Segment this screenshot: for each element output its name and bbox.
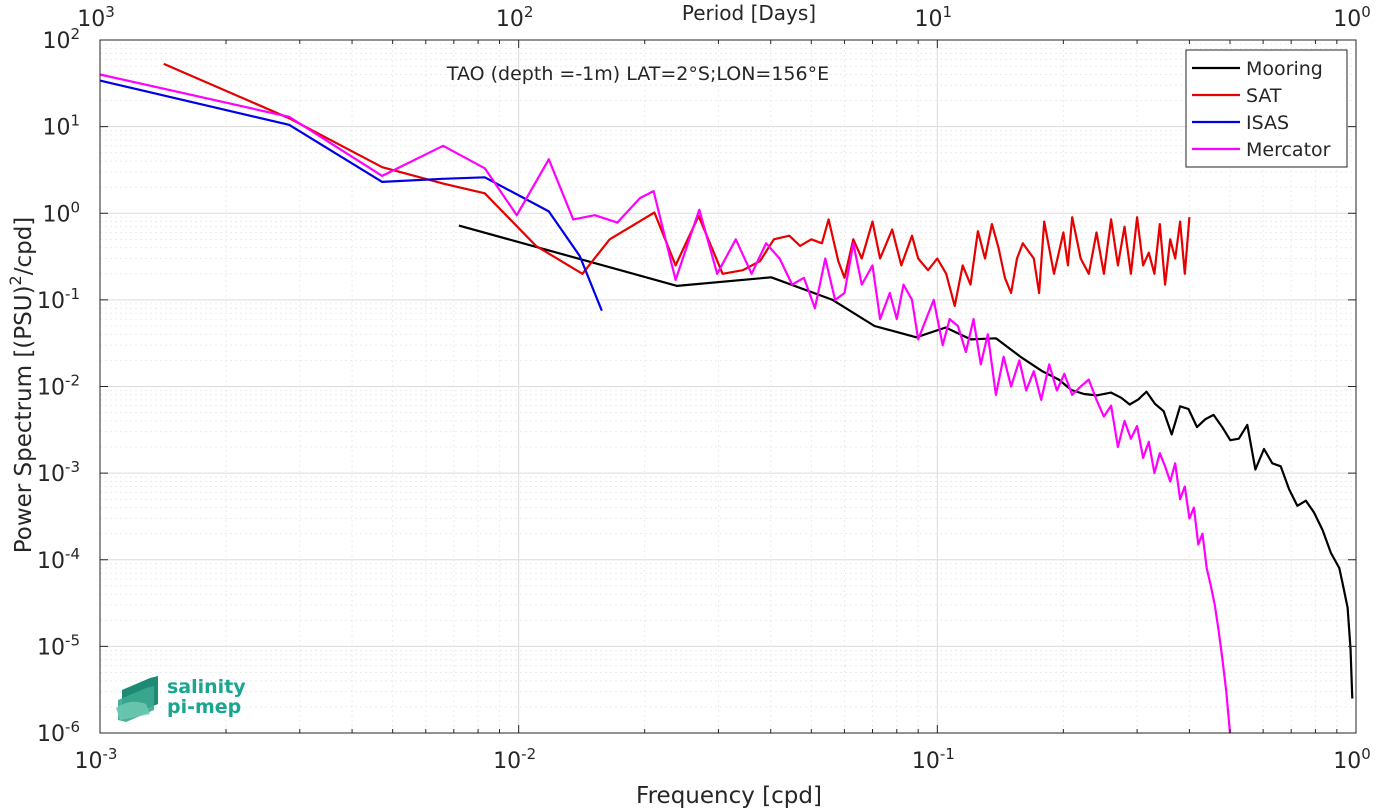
top-tick-label: 102 xyxy=(496,3,534,32)
legend-label-mooring: Mooring xyxy=(1246,58,1323,80)
legend-label-sat: SAT xyxy=(1246,85,1282,107)
logo-waves-icon xyxy=(116,676,158,722)
top-tick-label: 101 xyxy=(915,3,953,32)
top-tick-label: 103 xyxy=(77,3,115,32)
y-axis-label: Power Spectrum [(PSU)2/cpd] xyxy=(6,217,37,554)
chart-title: TAO (depth =-1m) LAT=2°S;LON=156°E xyxy=(446,63,829,85)
y-tick-label: 100 xyxy=(42,198,80,227)
x-tick-label: 10-1 xyxy=(912,745,955,774)
series-line-isas xyxy=(99,79,603,312)
y-tick-label: 10-4 xyxy=(37,545,80,574)
x-axis-label: Frequency [cpd] xyxy=(636,783,822,809)
y-tick-label: 10-5 xyxy=(37,631,80,660)
x-tick-label: 10-3 xyxy=(75,745,118,774)
y-tick-label: 102 xyxy=(42,25,80,54)
x-tick-label: 100 xyxy=(1333,745,1371,774)
y-tick-label: 10-1 xyxy=(37,285,80,314)
x-tick-label: 10-2 xyxy=(493,745,536,774)
y-tick-label: 10-3 xyxy=(37,458,80,487)
legend: Mooring SAT ISAS Mercator xyxy=(1185,49,1348,168)
logo-text-line2: pi-mep xyxy=(167,696,241,718)
logo-text-line1: salinity xyxy=(167,676,246,698)
legend-box xyxy=(1185,49,1348,168)
legend-label-isas: ISAS xyxy=(1246,112,1289,134)
legend-label-mercator: Mercator xyxy=(1246,139,1331,161)
y-tick-label: 101 xyxy=(42,112,80,141)
salinity-pi-mep-logo: salinity pi-mep xyxy=(116,676,246,722)
axes xyxy=(99,39,1357,734)
y-tick-label: 10-2 xyxy=(37,372,80,401)
top-tick-label: 100 xyxy=(1333,3,1371,32)
top-axis-label: Period [Days] xyxy=(682,1,816,25)
series-line-sat xyxy=(163,62,1191,308)
y-tick-label: 10-6 xyxy=(37,718,80,747)
series-lines xyxy=(99,62,1354,734)
series-line-mercator xyxy=(99,73,1232,734)
